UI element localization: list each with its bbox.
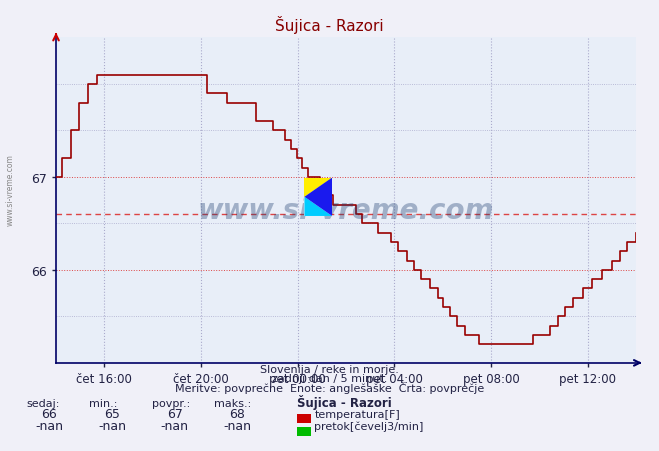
Text: 65: 65 [104, 407, 120, 420]
Polygon shape [304, 178, 332, 197]
Text: 67: 67 [167, 407, 183, 420]
Text: maks.:: maks.: [214, 398, 252, 408]
Text: zadnji dan / 5 minut.: zadnji dan / 5 minut. [272, 373, 387, 383]
Text: 66: 66 [42, 407, 57, 420]
Text: pretok[čevelj3/min]: pretok[čevelj3/min] [314, 421, 424, 431]
Text: -nan: -nan [223, 419, 251, 433]
Text: Šujica - Razori: Šujica - Razori [297, 394, 391, 409]
Text: Šujica - Razori: Šujica - Razori [275, 16, 384, 34]
Text: -nan: -nan [161, 419, 188, 433]
Polygon shape [304, 178, 332, 216]
Text: sedaj:: sedaj: [26, 398, 60, 408]
Text: min.:: min.: [89, 398, 117, 408]
Polygon shape [304, 197, 332, 216]
Text: www.si-vreme.com: www.si-vreme.com [5, 153, 14, 226]
Text: 68: 68 [229, 407, 245, 420]
Text: -nan: -nan [36, 419, 63, 433]
Text: -nan: -nan [98, 419, 126, 433]
Text: temperatura[F]: temperatura[F] [314, 409, 400, 419]
Text: www.si-vreme.com: www.si-vreme.com [198, 197, 494, 225]
Text: Meritve: povprečne  Enote: anglešaške  Črta: povprečje: Meritve: povprečne Enote: anglešaške Črt… [175, 382, 484, 393]
Text: Slovenija / reke in morje.: Slovenija / reke in morje. [260, 364, 399, 374]
Text: povpr.:: povpr.: [152, 398, 190, 408]
